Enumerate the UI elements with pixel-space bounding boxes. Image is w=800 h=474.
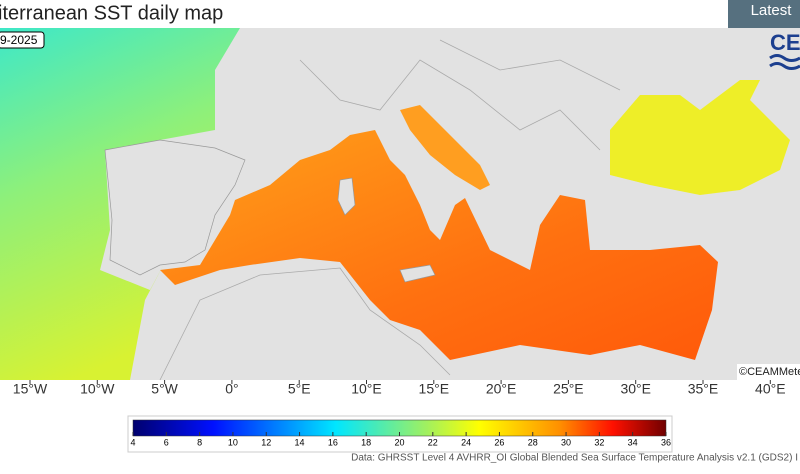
colorbar-label: 6 bbox=[164, 437, 169, 447]
lon-label: 20°E bbox=[486, 381, 517, 397]
lon-label: 15°E bbox=[419, 381, 450, 397]
colorbar-label: 36 bbox=[661, 437, 671, 447]
lon-label: 10°W bbox=[80, 381, 115, 397]
lon-label: 5°W bbox=[151, 381, 178, 397]
lon-label: 40°E bbox=[755, 381, 786, 397]
lon-label: 30°E bbox=[620, 381, 651, 397]
lon-label: 10°E bbox=[351, 381, 382, 397]
colorbar-label: 26 bbox=[494, 437, 504, 447]
lon-label: 5°E bbox=[288, 381, 311, 397]
date-label: 9-2025 bbox=[0, 33, 38, 47]
colorbar-label: 4 bbox=[130, 437, 135, 447]
lon-label: 35°E bbox=[688, 381, 719, 397]
lon-label: 0° bbox=[225, 381, 238, 397]
source: Data: GHRSST Level 4 AVHRR_OI Global Ble… bbox=[351, 453, 798, 464]
credit: ©CEAMMete bbox=[739, 366, 800, 378]
colorbar-label: 12 bbox=[261, 437, 271, 447]
colorbar-label: 22 bbox=[428, 437, 438, 447]
colorbar-label: 34 bbox=[628, 437, 638, 447]
colorbar-label: 32 bbox=[594, 437, 604, 447]
latest-button[interactable] bbox=[728, 0, 800, 28]
colorbar-label: 16 bbox=[328, 437, 338, 447]
colorbar-label: 8 bbox=[197, 437, 202, 447]
colorbar-label: 14 bbox=[295, 437, 305, 447]
colorbar-label: 20 bbox=[394, 437, 404, 447]
map: 9-2025 CE ©CEAMMete bbox=[0, 28, 800, 381]
colorbar-label: 30 bbox=[561, 437, 571, 447]
colorbar-label: 28 bbox=[528, 437, 538, 447]
colorbar-label: 18 bbox=[361, 437, 371, 447]
colorbar-label: 10 bbox=[228, 437, 238, 447]
colorbar-label: 24 bbox=[461, 437, 471, 447]
lon-label: 25°E bbox=[553, 381, 584, 397]
logo: CE bbox=[770, 30, 800, 55]
lon-label: 15°W bbox=[13, 381, 48, 397]
latest-label[interactable]: Latest bbox=[751, 2, 793, 19]
title: iterranean SST daily map bbox=[0, 2, 223, 24]
